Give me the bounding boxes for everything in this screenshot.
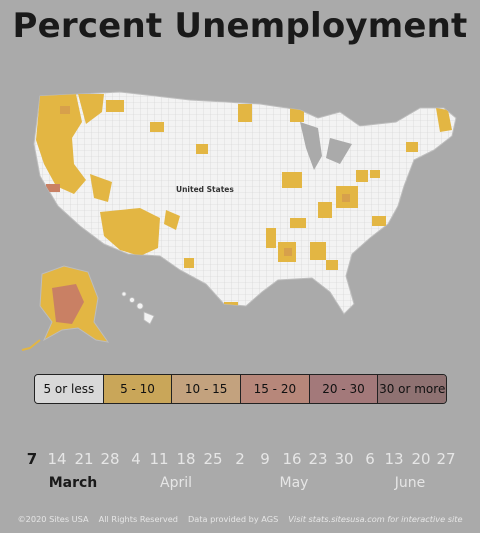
map-country-label: United States — [176, 185, 234, 194]
footer-rights: All Rights Reserved — [98, 514, 178, 524]
timeline-date[interactable]: 7 — [26, 450, 38, 468]
timeline-date[interactable]: 30 — [334, 450, 354, 468]
legend-bin: 15 - 20 — [241, 375, 310, 403]
us-county-map[interactable]: United States — [0, 78, 480, 368]
timeline-month: March — [48, 475, 98, 491]
timeline-date[interactable]: 16 — [282, 450, 302, 468]
timeline-date[interactable]: 6 — [365, 450, 375, 468]
timeline-month: June — [394, 475, 426, 491]
page-title: Percent Unemployment — [12, 6, 468, 46]
alaska-high — [52, 284, 84, 324]
timeline-date[interactable]: 27 — [436, 450, 456, 468]
county-highlights — [36, 94, 452, 308]
timeline-date[interactable]: 28 — [100, 450, 120, 468]
legend-bin: 5 or less — [35, 375, 104, 403]
legend-bin: 20 - 30 — [309, 375, 379, 403]
timeline-date[interactable]: 23 — [308, 450, 328, 468]
timeline-date[interactable]: 11 — [149, 450, 169, 468]
timeline-date[interactable]: 4 — [131, 450, 141, 468]
footer-copyright: ©2020 Sites USA — [17, 514, 89, 524]
timeline-date[interactable]: 2 — [235, 450, 245, 468]
footer-provider: Data provided by AGS — [187, 514, 279, 524]
legend: 5 or less 5 - 10 10 - 15 15 - 20 20 - 30 30 o… — [34, 374, 447, 404]
timeline-date[interactable]: 20 — [411, 450, 431, 468]
timeline-date[interactable]: 25 — [203, 450, 223, 468]
timeline-date[interactable]: 13 — [384, 450, 404, 468]
timeline-months: March April May June — [0, 475, 480, 495]
footer-visit[interactable]: Visit stats.sitesusa.com for interactive… — [288, 514, 463, 524]
timeline-date[interactable]: 9 — [260, 450, 270, 468]
hawaii — [121, 291, 155, 325]
great-lakes — [300, 122, 352, 170]
footer: ©2020 Sites USA All Rights Reserved Data… — [0, 514, 480, 524]
timeline-date[interactable]: 21 — [74, 450, 94, 468]
alaska-chain — [21, 339, 41, 351]
timeline-month: May — [279, 475, 309, 491]
legend-bin: 30 or more — [378, 375, 446, 403]
timeline-date[interactable]: 14 — [47, 450, 67, 468]
legend-bin: 5 - 10 — [103, 375, 173, 403]
timeline-date[interactable]: 18 — [176, 450, 196, 468]
legend-bin: 10 - 15 — [172, 375, 242, 403]
timeline-dates[interactable]: 7 14 21 28 4 11 18 25 2 9 16 23 30 6 13 20 27 — [24, 450, 464, 472]
timeline-month: April — [160, 475, 192, 491]
